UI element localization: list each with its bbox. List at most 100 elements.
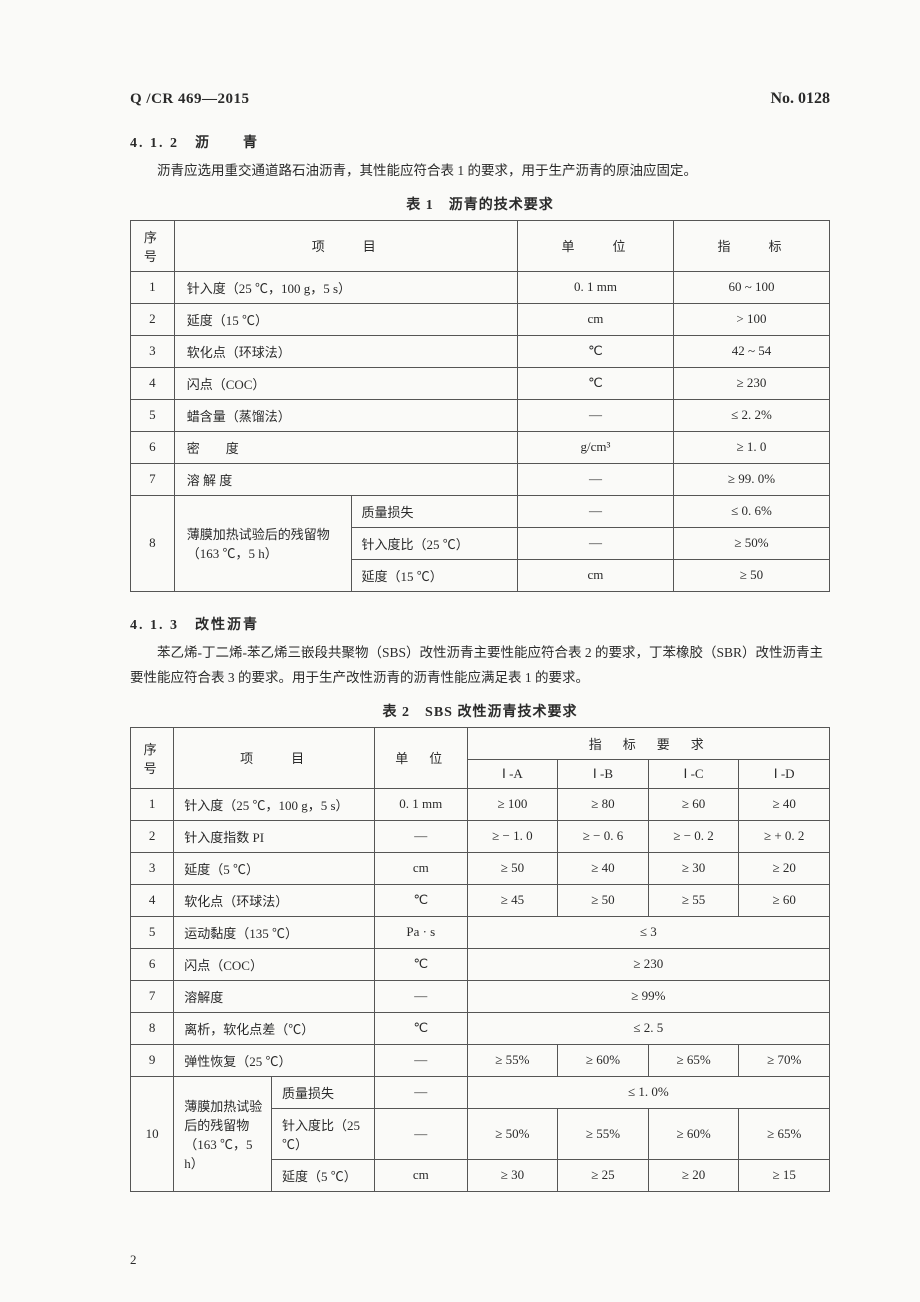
cell-unit: — [374,1044,467,1076]
cell-spec: ≥ 30 [648,852,739,884]
col-spec-header: 指 标 [673,220,829,271]
cell-unit: ℃ [517,367,673,399]
cell-num: 7 [131,463,175,495]
cell-subitem: 针入度比（25 ℃） [272,1108,375,1159]
table-row: 3延度（5 ℃）cm≥ 50≥ 40≥ 30≥ 20 [131,852,830,884]
cell-unit: cm [517,303,673,335]
cell-item: 弹性恢复（25 ℃） [174,1044,375,1076]
cell-unit: — [374,820,467,852]
table-row: 7溶 解 度—≥ 99. 0% [131,463,830,495]
cell-spec: ≥ 20 [648,1159,739,1191]
table-row: 8离析，软化点差（℃）℃≤ 2. 5 [131,1012,830,1044]
cell-spec: ≥ 15 [739,1159,830,1191]
cell-spec-span: ≥ 99% [467,980,829,1012]
cell-item: 针入度（25 ℃，100 g，5 s） [174,271,517,303]
table-row: 8薄膜加热试验后的残留物（163 ℃，5 h）质量损失—≤ 0. 6% [131,495,830,527]
cell-spec: ≥ 65% [739,1108,830,1159]
cell-spec: ≥ 50% [673,527,829,559]
cell-group-label: 薄膜加热试验后的残留物（163 ℃，5 h） [174,495,351,591]
cell-spec: ≥ 45 [467,884,558,916]
cell-num: 2 [131,820,174,852]
cell-unit: — [517,399,673,431]
header-row: Q /CR 469—2015 No. 0128 [130,90,830,108]
page-number: 2 [130,1252,137,1268]
cell-spec-span: ≤ 1. 0% [467,1076,829,1108]
table1-caption: 表 1 沥青的技术要求 [130,194,830,214]
cell-item: 闪点（COC） [174,367,517,399]
table-row: 5运动黏度（135 ℃）Pa · s≤ 3 [131,916,830,948]
cell-subitem: 质量损失 [351,495,517,527]
cell-num: 7 [131,980,174,1012]
section-413-heading: 4. 1. 3 改性沥青 [130,614,830,634]
cell-subitem: 质量损失 [272,1076,375,1108]
cell-subitem: 针入度比（25 ℃） [351,527,517,559]
cell-spec: ≥ 60 [739,884,830,916]
spec-col-a: Ⅰ -A [467,759,558,788]
cell-spec: ≥ 60% [558,1044,649,1076]
cell-num: 10 [131,1076,174,1191]
cell-unit: — [517,527,673,559]
cell-unit: — [374,1108,467,1159]
cell-unit: cm [517,559,673,591]
cell-num: 3 [131,335,175,367]
cell-spec: ≥ 20 [739,852,830,884]
table-row: 4闪点（COC）℃≥ 230 [131,367,830,399]
cell-spec: ≥ 30 [467,1159,558,1191]
cell-num: 1 [131,271,175,303]
cell-spec: ≥ 70% [739,1044,830,1076]
cell-unit: ℃ [374,884,467,916]
cell-num: 6 [131,431,175,463]
cell-spec: ≥ − 0. 2 [648,820,739,852]
section-413-body: 苯乙烯-丁二烯-苯乙烯三嵌段共聚物（SBS）改性沥青主要性能应符合表 2 的要求… [130,640,830,691]
cell-num: 5 [131,399,175,431]
cell-spec: ≥ 80 [558,788,649,820]
table-row: 5蜡含量（蒸馏法）—≤ 2. 2% [131,399,830,431]
cell-spec: ≥ 50 [467,852,558,884]
cell-unit: — [517,463,673,495]
spec-col-d: Ⅰ -D [739,759,830,788]
cell-unit: Pa · s [374,916,467,948]
cell-spec: 42 ~ 54 [673,335,829,367]
cell-spec: > 100 [673,303,829,335]
col-item-header: 项 目 [174,220,517,271]
col-spec-group-header: 指 标 要 求 [467,727,829,759]
table-row: 9弹性恢复（25 ℃）—≥ 55%≥ 60%≥ 65%≥ 70% [131,1044,830,1076]
cell-item: 软化点（环球法） [174,335,517,367]
col-unit-header: 单 位 [374,727,467,788]
col-num-header: 序号 [131,220,175,271]
cell-unit: 0. 1 mm [374,788,467,820]
table-row: 序号 项 目 单 位 指 标 要 求 [131,727,830,759]
cell-item: 溶 解 度 [174,463,517,495]
cell-num: 8 [131,1012,174,1044]
cell-item: 运动黏度（135 ℃） [174,916,375,948]
cell-spec: ≥ 1. 0 [673,431,829,463]
cell-spec: ≥ 50% [467,1108,558,1159]
table-row: 1针入度（25 ℃，100 g，5 s）0. 1 mm60 ~ 100 [131,271,830,303]
section-412-body: 沥青应选用重交通道路石油沥青，其性能应符合表 1 的要求，用于生产沥青的原油应固… [130,158,830,184]
cell-num: 1 [131,788,174,820]
table-row: 10薄膜加热试验后的残留物（163 ℃，5 h）质量损失—≤ 1. 0% [131,1076,830,1108]
table2-caption: 表 2 SBS 改性沥青技术要求 [130,701,830,721]
cell-unit: g/cm³ [517,431,673,463]
table-row: 1针入度（25 ℃，100 g，5 s）0. 1 mm≥ 100≥ 80≥ 60… [131,788,830,820]
cell-group-label: 薄膜加热试验后的残留物（163 ℃，5 h） [174,1076,272,1191]
cell-item: 离析，软化点差（℃） [174,1012,375,1044]
cell-spec: ≥ 50 [558,884,649,916]
cell-spec: ≥ 55% [467,1044,558,1076]
cell-num: 6 [131,948,174,980]
table-2: 序号 项 目 单 位 指 标 要 求 Ⅰ -A Ⅰ -B Ⅰ -C Ⅰ -D 1… [130,727,830,1192]
cell-spec: ≥ 40 [739,788,830,820]
cell-item: 延度（15 ℃） [174,303,517,335]
table-row: 6密 度g/cm³≥ 1. 0 [131,431,830,463]
cell-spec: 60 ~ 100 [673,271,829,303]
cell-num: 8 [131,495,175,591]
col-num-header: 序号 [131,727,174,788]
table-row: 6闪点（COC）℃≥ 230 [131,948,830,980]
doc-code: Q /CR 469—2015 [130,91,250,108]
cell-item: 蜡含量（蒸馏法） [174,399,517,431]
cell-spec: ≥ 100 [467,788,558,820]
cell-spec-span: ≥ 230 [467,948,829,980]
cell-item: 针入度（25 ℃，100 g，5 s） [174,788,375,820]
cell-unit: 0. 1 mm [517,271,673,303]
col-item-header: 项 目 [174,727,375,788]
